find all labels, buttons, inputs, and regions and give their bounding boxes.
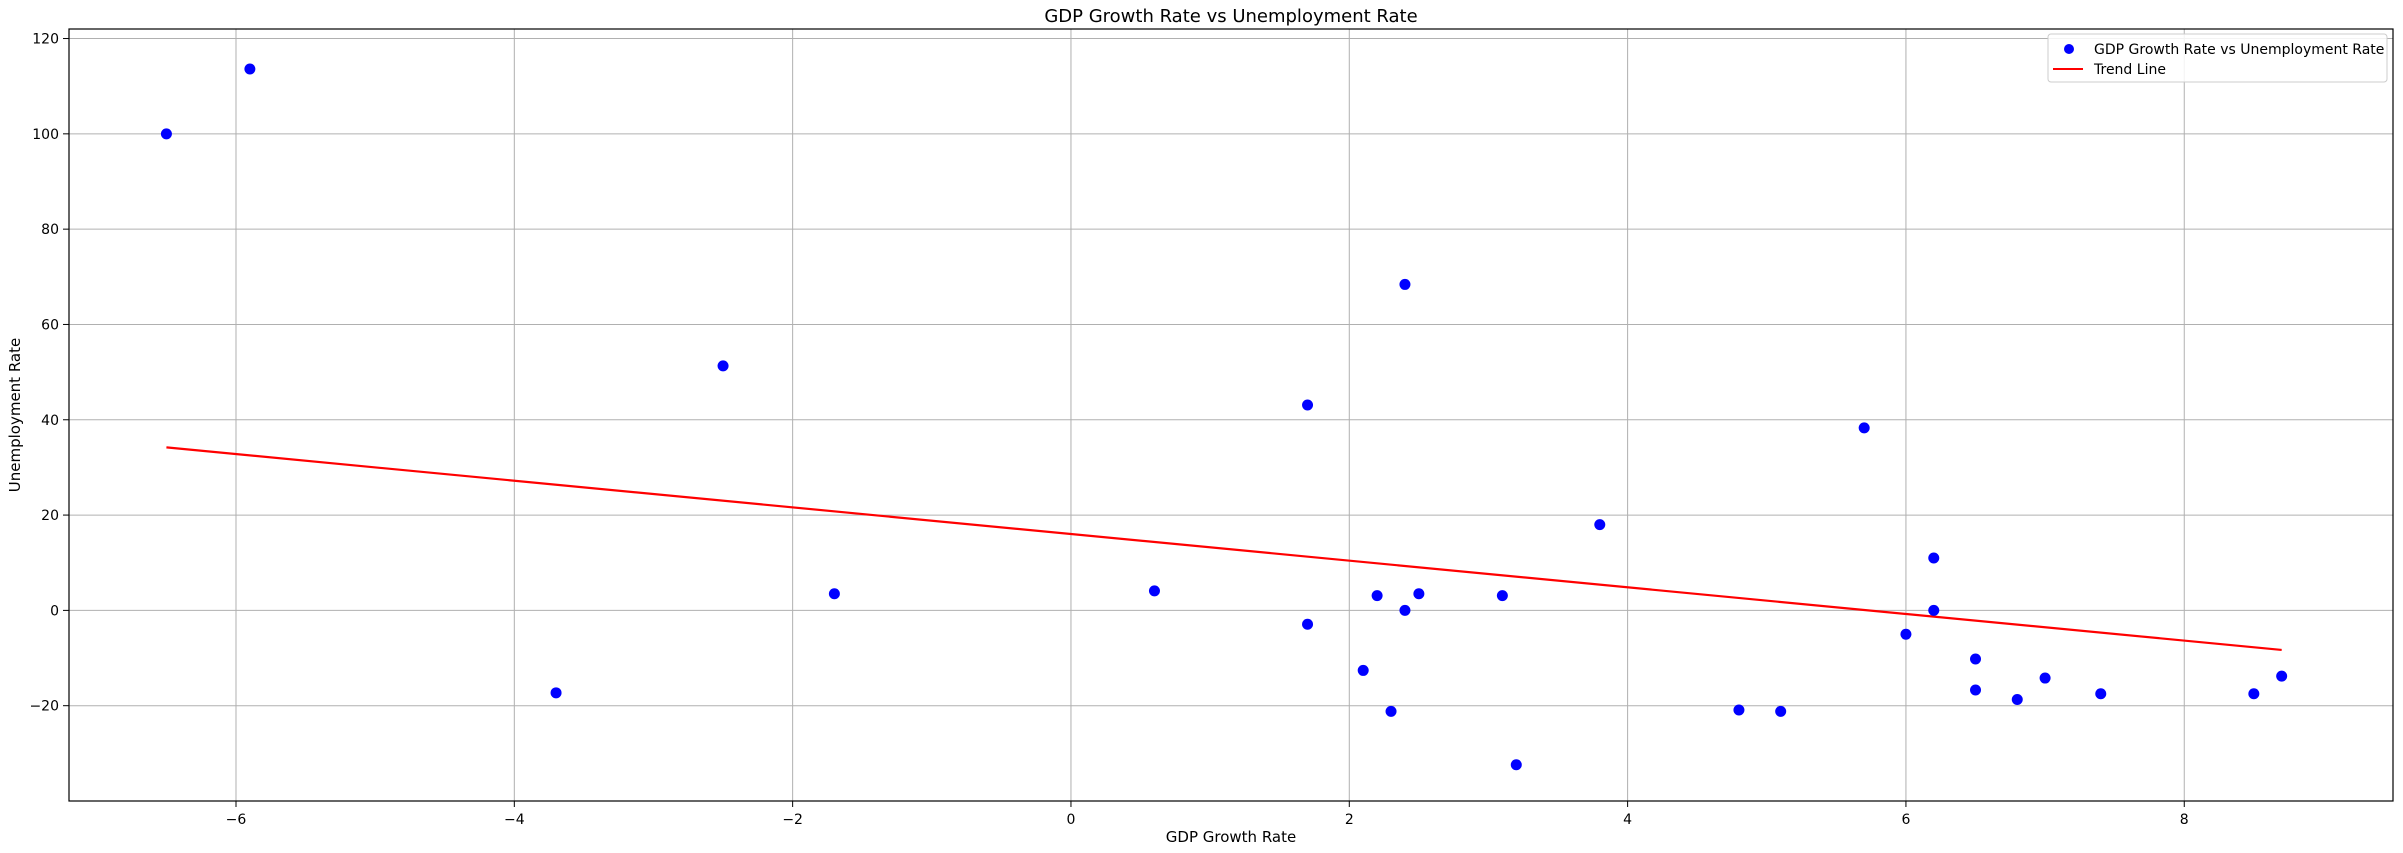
scatter-point <box>1496 590 1508 602</box>
grid <box>69 29 2393 801</box>
legend-marker-scatter <box>2064 44 2074 54</box>
trend-line-layer <box>166 446 2282 652</box>
scatter-point <box>1399 604 1411 616</box>
scatter-point <box>1371 590 1383 602</box>
scatter-point <box>828 588 840 600</box>
y-tick-label: 60 <box>41 317 59 333</box>
y-axis-title: Unemployment Rate <box>6 338 24 492</box>
scatter-point <box>1399 278 1411 290</box>
x-tick-label: −4 <box>504 812 525 828</box>
scatter-point <box>1302 618 1314 630</box>
scatter-point <box>1510 759 1522 771</box>
scatter-point <box>1385 705 1397 717</box>
chart-title: GDP Growth Rate vs Unemployment Rate <box>1044 6 1417 27</box>
scatter-point <box>1970 684 1982 696</box>
x-tick-label: 6 <box>1901 812 1910 828</box>
scatter-point <box>1413 588 1425 600</box>
trend-line <box>166 446 2282 652</box>
scatter-point <box>2276 670 2288 682</box>
scatter-point <box>1970 653 1982 665</box>
scatter-point <box>1733 704 1745 716</box>
scatter-point <box>550 687 562 699</box>
scatter-point <box>2039 672 2051 684</box>
scatter-points-layer <box>160 63 2288 771</box>
legend-label-trend-line: Trend Line <box>2093 62 2166 78</box>
scatter-point <box>1928 552 1940 564</box>
y-tick-label: 120 <box>32 32 59 48</box>
scatter-point <box>1357 664 1369 676</box>
scatter-point <box>1148 585 1160 597</box>
legend-box <box>2047 33 2388 83</box>
y-tick-label: 0 <box>50 603 59 619</box>
y-tick-label: 40 <box>41 413 59 429</box>
x-tick-label: 8 <box>2180 812 2189 828</box>
y-tick-label: 80 <box>41 222 59 238</box>
x-tick-label: 2 <box>1345 812 1354 828</box>
x-tick-label: 4 <box>1623 812 1632 828</box>
x-tick-label: −6 <box>226 812 247 828</box>
legend: GDP Growth Rate vs Unemployment Rate Tre… <box>2047 33 2388 83</box>
plot-frame <box>68 28 2394 802</box>
scatter-point <box>717 360 729 372</box>
x-axis: −6 −4 −2 0 2 4 6 8 <box>226 801 2189 828</box>
scatter-point <box>2248 688 2260 700</box>
scatter-point <box>1302 399 1314 411</box>
scatter-point <box>1858 422 1870 434</box>
x-tick-label: 0 <box>1067 812 1076 828</box>
scatter-point <box>1775 705 1787 717</box>
scatter-point <box>160 128 172 140</box>
scatter-point <box>1900 628 1912 640</box>
y-axis: −20 0 20 40 60 80 100 120 <box>29 32 69 715</box>
scatter-point <box>2095 688 2107 700</box>
scatter-point <box>244 63 256 75</box>
y-tick-label: −20 <box>29 699 59 715</box>
y-tick-label: 100 <box>32 127 59 143</box>
y-tick-label: 20 <box>41 508 59 524</box>
x-axis-title: GDP Growth Rate <box>1166 828 1296 846</box>
scatter-point <box>1594 519 1606 531</box>
legend-label-scatter: GDP Growth Rate vs Unemployment Rate <box>2094 42 2384 58</box>
x-tick-label: −2 <box>782 812 803 828</box>
scatter-point <box>1928 604 1940 616</box>
scatter-point <box>2011 693 2023 705</box>
